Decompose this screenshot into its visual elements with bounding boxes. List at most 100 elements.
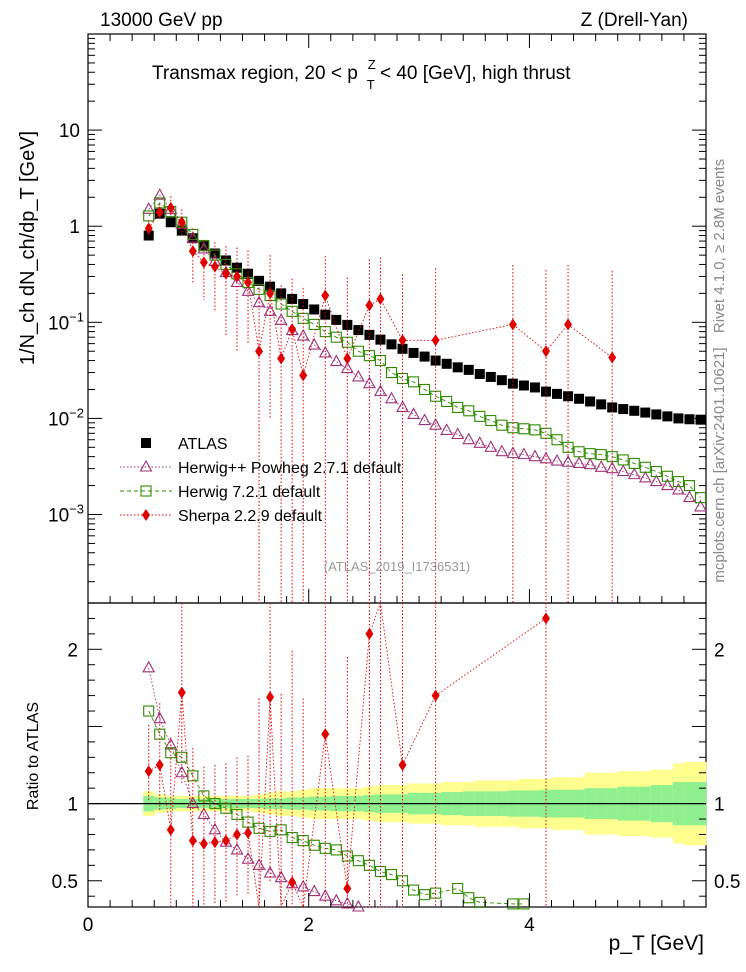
atlas-point [662, 411, 673, 422]
herwig-powheg-2-7-1-default-ratio-point [351, 899, 365, 912]
herwig-powheg-2-7-1-default-ratio-point [197, 807, 211, 819]
herwig-7-2-1-default-ratio-point [374, 865, 386, 878]
sherpa-2-2-9-default-point [277, 352, 286, 365]
herwig-7-2-1-default-point [639, 461, 651, 473]
atlas-point [298, 299, 309, 310]
herwig-powheg-2-7-1-default-point [407, 407, 420, 419]
atlas-point [375, 334, 386, 345]
herwig-7-2-1-default-point [419, 383, 431, 396]
atlas-point [684, 414, 695, 425]
ratio-series-layer [142, 602, 550, 912]
atlas-point [640, 407, 651, 418]
sherpa-2-2-9-default-point [210, 260, 219, 273]
atlas-point [198, 241, 209, 252]
herwig-7-2-1-default-ratio-point [474, 896, 486, 908]
main-y-tick-label: 10−2 [48, 405, 84, 430]
sherpa-2-2-9-default-point [266, 287, 275, 300]
herwig-powheg-2-7-1-default-point [197, 241, 211, 254]
sherpa-2-2-9-default-ratio-point [188, 834, 197, 847]
atlas-point [452, 362, 463, 373]
herwig-7-2-1-default-point [617, 454, 629, 466]
process-label: Z (Drell-Yan) [581, 10, 688, 31]
sherpa-2-2-9-default-point [508, 318, 517, 331]
collision-energy-label: 13000 GeV pp [100, 10, 223, 31]
herwig-powheg-2-7-1-default-point [671, 482, 685, 495]
sherpa-2-2-9-default-point [321, 289, 330, 302]
ratio-y-tick-label: 1 [67, 795, 78, 816]
herwig-7-2-1-default-point [441, 395, 453, 408]
main-y-tick-label: 10−3 [48, 502, 84, 527]
herwig-powheg-2-7-1-default-point [627, 467, 641, 480]
herwig-powheg-2-7-1-default-point [385, 391, 398, 404]
rivet-version-label: Rivet 4.1.0, ≥ 2.8M events [711, 159, 728, 333]
herwig-7-2-1-default-point [396, 372, 409, 385]
main-y-tick-label: 10−1 [48, 309, 84, 334]
atlas-point [496, 375, 507, 386]
herwig-powheg-2-7-1-default-ratio-point [318, 889, 332, 901]
herwig-powheg-2-7-1-default-line [148, 194, 701, 508]
mcplots-label: mcplots.cern.ch [arXiv:2401.10621] [711, 347, 728, 582]
herwig-7-2-1-default-point [408, 376, 420, 388]
herwig-powheg-2-7-1-default-point [572, 456, 586, 468]
herwig-powheg-2-7-1-default-point [462, 432, 476, 445]
atlas-point [574, 393, 585, 404]
main-series-layer [142, 188, 707, 603]
herwig-7-2-1-default-ratio-point [408, 884, 420, 896]
main-y-axis-title: 1/N_ch dN_ch/dp_T [GeV] [17, 131, 39, 365]
atlas-point [673, 413, 684, 424]
sherpa-2-2-9-default-ratio-point [155, 759, 164, 772]
herwig-7-2-1-default-ratio-point [518, 898, 530, 910]
sherpa-2-2-9-default-point [188, 245, 197, 258]
atlas-legend-marker [141, 438, 151, 448]
herwig-7-2-1-default-ratio-point [396, 875, 409, 887]
ratio-y-axis-title: Ratio to ATLAS [25, 702, 42, 810]
atlas-point [419, 351, 430, 362]
atlas-point [485, 371, 496, 382]
herwig-7-2-1-default-ratio-point [452, 882, 464, 895]
atlas-point [529, 382, 540, 393]
sherpa-2-2-9-default-ratio-point [343, 882, 352, 895]
herwig-7-2-1-default-ratio-point [385, 869, 398, 881]
sherpa-2-2-9-default-ratio-line [148, 602, 547, 909]
herwig-7-2-1-default-ratio-point [165, 747, 177, 759]
herwig-powheg-2-7-1-default-point [616, 464, 630, 477]
herwig-7-2-1-default-point [452, 401, 464, 414]
herwig-powheg-2-7-1-default-point [329, 354, 343, 367]
herwig-powheg-2-7-1-default-point [274, 313, 288, 325]
atlas-point [441, 358, 452, 369]
atlas-point [563, 391, 574, 402]
herwig-7-2-1-default-ratio-point [419, 889, 431, 901]
sherpa-2-2-9-default-point [288, 323, 297, 336]
sherpa-2-2-9-default-point [177, 216, 186, 229]
herwig-powheg-2-7-1-default-point [694, 499, 707, 512]
herwig-7-2-1-default-ratio-point [297, 835, 309, 847]
herwig-7-2-1-default-point [562, 441, 574, 453]
herwig-7-2-1-default-point [330, 331, 342, 343]
herwig-7-2-1-default-legend-label: Herwig 7.2.1 default [178, 484, 321, 501]
herwig-7-2-1-default-point [551, 434, 563, 446]
herwig-powheg-2-7-1-default-ratio-line [148, 667, 403, 908]
main-y-tick-label: 1 [69, 217, 80, 238]
herwig-7-2-1-default-ratio-point [463, 892, 475, 904]
herwig-powheg-2-7-1-default-point [583, 457, 597, 470]
herwig-7-2-1-default-point [683, 480, 695, 492]
atlas-point [408, 347, 419, 358]
herwig-7-2-1-default-point [606, 451, 618, 463]
herwig-7-2-1-default-point [650, 465, 662, 478]
x-tick-label: 4 [524, 915, 535, 936]
sherpa-2-2-9-default-point [299, 369, 308, 382]
herwig-7-2-1-default-point [573, 446, 585, 458]
sherpa-2-2-9-default-ratio-point [199, 837, 208, 850]
herwig-powheg-2-7-1-default-ratio-point [252, 858, 266, 870]
herwig-powheg-2-7-1-default-point [374, 384, 387, 397]
atlas-point [585, 396, 596, 407]
sherpa-2-2-9-default-ratio-point [221, 834, 230, 847]
ratio-y-tick-label-right: 0.5 [714, 872, 740, 893]
herwig-7-2-1-default-point [540, 427, 552, 439]
sherpa-2-2-9-default-legend-marker [142, 509, 150, 521]
herwig-7-2-1-default-ratio-point [198, 790, 210, 802]
sherpa-2-2-9-default-ratio-point [166, 823, 175, 836]
herwig-powheg-2-7-1-default-ratio-point [307, 884, 321, 897]
herwig-powheg-2-7-1-default-ratio-point [329, 893, 343, 906]
